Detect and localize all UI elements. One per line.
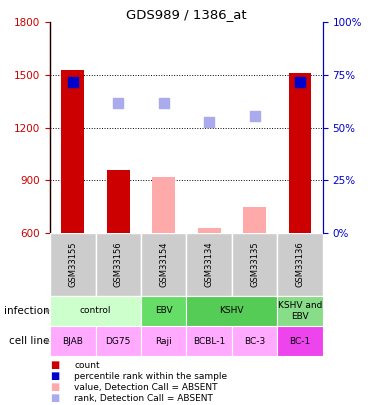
Text: control: control (80, 306, 111, 315)
Bar (50, 233, 96, 296)
Bar (187, 296, 278, 326)
Bar (107, 170, 129, 233)
Text: GSM33134: GSM33134 (205, 241, 214, 287)
Bar (96, 233, 141, 296)
Bar (50, 326, 96, 356)
Text: value, Detection Call = ABSENT: value, Detection Call = ABSENT (74, 383, 218, 392)
Text: GSM33135: GSM33135 (250, 241, 259, 287)
Text: infection: infection (4, 306, 49, 316)
Bar (243, 207, 266, 233)
Bar (141, 233, 187, 296)
Text: GSM33154: GSM33154 (159, 241, 168, 287)
Bar (141, 296, 187, 326)
Text: BC-3: BC-3 (244, 337, 265, 346)
Point (252, 113, 257, 119)
Point (115, 100, 121, 106)
Text: ■: ■ (50, 382, 59, 392)
Text: GSM33156: GSM33156 (114, 241, 123, 287)
Text: KSHV and
EBV: KSHV and EBV (278, 301, 322, 320)
Point (297, 79, 303, 85)
Text: DG75: DG75 (106, 337, 131, 346)
Bar (289, 73, 311, 233)
Bar (198, 228, 220, 233)
Bar (62, 70, 84, 233)
Point (161, 100, 167, 106)
Text: rank, Detection Call = ABSENT: rank, Detection Call = ABSENT (74, 394, 213, 403)
Bar (278, 296, 323, 326)
Bar (50, 296, 141, 326)
Text: count: count (74, 361, 100, 370)
Text: BJAB: BJAB (62, 337, 83, 346)
Text: ■: ■ (50, 393, 59, 403)
Title: GDS989 / 1386_at: GDS989 / 1386_at (126, 8, 247, 21)
Text: EBV: EBV (155, 306, 173, 315)
Text: BC-1: BC-1 (289, 337, 311, 346)
Bar (152, 177, 175, 233)
Bar (187, 326, 232, 356)
Bar (278, 233, 323, 296)
Text: ■: ■ (50, 360, 59, 370)
Bar (232, 326, 278, 356)
Bar (232, 233, 278, 296)
Text: Raji: Raji (155, 337, 172, 346)
Text: GSM33155: GSM33155 (68, 241, 77, 287)
Text: ■: ■ (50, 371, 59, 381)
Bar (187, 233, 232, 296)
Bar (96, 326, 141, 356)
Text: percentile rank within the sample: percentile rank within the sample (74, 372, 227, 381)
Text: BCBL-1: BCBL-1 (193, 337, 225, 346)
Text: GSM33136: GSM33136 (296, 241, 305, 287)
Point (70, 79, 76, 85)
Bar (278, 326, 323, 356)
Text: cell line: cell line (9, 336, 49, 346)
Point (206, 119, 212, 126)
Text: KSHV: KSHV (220, 306, 244, 315)
Bar (141, 326, 187, 356)
